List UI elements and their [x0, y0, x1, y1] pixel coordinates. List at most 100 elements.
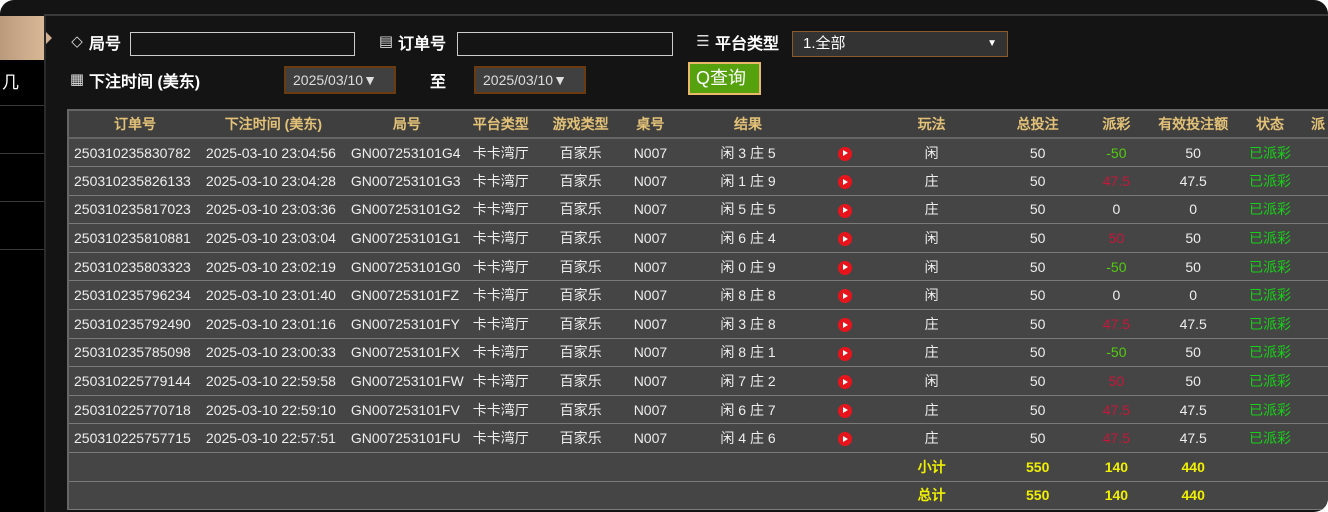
game-type-cell: 百家乐 [533, 366, 628, 396]
round-id-cell: GN007253101G4 [345, 138, 468, 168]
platform-select[interactable]: 1.全部 ▼ [792, 31, 1008, 57]
query-button[interactable]: Q查询 [688, 62, 761, 95]
video-cell [822, 423, 867, 454]
total-bet-cell: 50 [996, 280, 1079, 311]
bet-type-cell: 闲 [866, 366, 997, 396]
valid-bet-cell: 50 [1154, 138, 1233, 168]
play-video-icon[interactable] [837, 318, 852, 332]
round-id-cell: GN007253101FZ [345, 280, 468, 311]
status-cell: 已派彩 [1232, 195, 1308, 225]
order-id-cell: 250310235796234 [68, 280, 201, 311]
subtotal-label: 小计 [866, 452, 997, 482]
round-id-cell: GN007253101FW [345, 366, 468, 396]
play-video-icon[interactable] [837, 146, 852, 161]
result-cell: 闲 3 庄 8 [673, 309, 823, 339]
play-video-icon[interactable] [837, 375, 852, 390]
empty-cell [533, 481, 628, 511]
extra-cell [1307, 280, 1328, 311]
round-id-cell: GN007253101FX [345, 338, 468, 368]
sidebar-item[interactable] [0, 204, 44, 250]
bet-type-cell: 闲 [866, 223, 997, 253]
table-row: 250310235792490 2025-03-10 23:01:16 GN0072… [68, 309, 1328, 339]
valid-bet-cell: 50 [1154, 223, 1233, 253]
video-cell [822, 366, 867, 396]
order-id-cell: 250310235792490 [68, 309, 201, 339]
extra-cell [1307, 366, 1328, 396]
sidebar-item-active[interactable] [0, 16, 52, 60]
total-bet-cell: 50 [996, 252, 1079, 282]
sidebar-item[interactable] [0, 156, 44, 202]
round-label-text: 局号 [89, 36, 122, 53]
empty-cell [673, 481, 823, 511]
total-bet-cell: 50 [996, 423, 1079, 454]
column-header: 总投注 [996, 109, 1079, 139]
play-video-icon[interactable] [837, 346, 852, 361]
sidebar-item[interactable]: 几 [0, 60, 44, 106]
video-cell [822, 195, 867, 225]
empty-cell [345, 481, 468, 511]
table-id-cell: N007 [627, 166, 674, 196]
bet-time-cell: 2025-03-10 23:01:16 [200, 309, 346, 339]
play-video-icon[interactable] [837, 175, 852, 190]
total-bet-cell: 50 [996, 223, 1079, 253]
column-header: 派 [1307, 109, 1328, 139]
result-cell: 闲 6 庄 7 [673, 395, 823, 425]
total-bet-cell: 50 [996, 366, 1079, 396]
order-id-cell: 250310235817023 [68, 195, 201, 225]
game-type-cell: 百家乐 [533, 338, 628, 368]
empty-cell [68, 452, 201, 482]
round-input[interactable] [130, 32, 355, 56]
play-video-icon[interactable] [837, 403, 852, 418]
extra-cell [1307, 166, 1328, 196]
platform-cell: 卡卡湾厅 [467, 166, 534, 196]
order-input[interactable] [457, 32, 673, 56]
empty-cell [822, 452, 867, 482]
bet-time-cell: 2025-03-10 23:01:40 [200, 280, 346, 311]
valid-bet-cell: 50 [1154, 252, 1233, 282]
round-id-cell: GN007253101FV [345, 395, 468, 425]
divider [44, 14, 1328, 16]
platform-cell: 卡卡湾厅 [467, 338, 534, 368]
server-icon: ☰ [696, 33, 710, 50]
extra-cell [1307, 423, 1328, 454]
sidebar-item[interactable] [0, 108, 44, 154]
grand-total-valid-bet: 440 [1154, 481, 1233, 511]
play-video-icon[interactable] [837, 289, 852, 304]
play-video-icon[interactable] [837, 432, 852, 447]
search-icon: Q [696, 68, 711, 88]
order-label: ▤ 订单号 [377, 30, 446, 54]
game-type-cell: 百家乐 [533, 309, 628, 339]
play-video-icon[interactable] [837, 232, 852, 247]
result-cell: 闲 4 庄 6 [673, 423, 823, 454]
result-cell: 闲 8 庄 8 [673, 280, 823, 311]
extra-cell [1307, 338, 1328, 368]
game-type-cell: 百家乐 [533, 138, 628, 168]
valid-bet-cell: 50 [1154, 338, 1233, 368]
table-row: 250310235796234 2025-03-10 23:01:40 GN0072… [68, 280, 1328, 311]
grand-total-total-bet: 550 [996, 481, 1079, 511]
total-bet-cell: 50 [996, 138, 1079, 168]
order-id-cell: 250310225757715 [68, 423, 201, 454]
empty-cell [1307, 452, 1328, 482]
video-cell [822, 223, 867, 253]
play-video-icon[interactable] [837, 260, 852, 275]
table-id-cell: N007 [627, 280, 674, 311]
result-cell: 闲 1 庄 9 [673, 166, 823, 196]
column-header: 游戏类型 [533, 109, 628, 139]
total-bet-cell: 50 [996, 395, 1079, 425]
date-from-picker[interactable]: 2025/03/10▼ [284, 66, 396, 94]
empty-cell [467, 452, 534, 482]
date-to-picker[interactable]: 2025/03/10▼ [474, 66, 586, 94]
play-video-icon[interactable] [837, 203, 852, 218]
valid-bet-cell: 47.5 [1154, 395, 1233, 425]
bet-records-table: 订单号 下注时间 (美东) 局号 平台类型 游戏类型 桌号 结果 玩法 总投注 派彩 有效投注额 状态… [67, 109, 1328, 511]
valid-bet-cell: 0 [1154, 280, 1233, 311]
round-id-cell: GN007253101G3 [345, 166, 468, 196]
payout-cell: 47.5 [1078, 395, 1155, 425]
platform-cell: 卡卡湾厅 [467, 309, 534, 339]
bet-time-cell: 2025-03-10 23:04:56 [200, 138, 346, 168]
video-cell [822, 166, 867, 196]
bet-time-cell: 2025-03-10 23:00:33 [200, 338, 346, 368]
divider [44, 16, 46, 512]
